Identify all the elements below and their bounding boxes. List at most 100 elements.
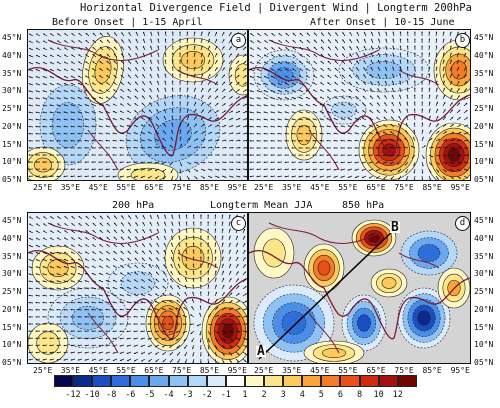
colorbar-tick-label: 6 bbox=[337, 390, 344, 400]
lon-tick-label: 55°E bbox=[116, 366, 136, 375]
lon-tick-label: 75°E bbox=[172, 183, 192, 192]
lat-tick-label: 20°N bbox=[474, 121, 494, 131]
lon-tick-label: 65°E bbox=[366, 366, 386, 375]
lat-tick-label: 35°N bbox=[2, 251, 22, 261]
divergence-contour bbox=[417, 310, 431, 326]
lat-tick-label: 10°N bbox=[474, 157, 494, 167]
lon-tick-label: 25°E bbox=[254, 183, 274, 192]
colorbar-swatch bbox=[130, 375, 150, 387]
colorbar-tick-label: -5 bbox=[144, 390, 155, 400]
lon-tick-label: 25°E bbox=[33, 183, 53, 192]
divergence-field-map bbox=[249, 30, 470, 180]
divergence-contour bbox=[130, 167, 166, 180]
lon-tick-label: 95°E bbox=[450, 183, 470, 192]
lat-tick-label: 25°N bbox=[2, 287, 22, 296]
coastline bbox=[28, 67, 247, 157]
lon-tick-label: 35°E bbox=[60, 183, 81, 192]
lat-tick-label: 05°N bbox=[474, 358, 494, 367]
map-panel-c bbox=[27, 212, 248, 364]
lon-tick-label: 55°E bbox=[338, 366, 358, 375]
colorbar-tick-label: 8 bbox=[357, 390, 363, 400]
lat-tick-label: 25°N bbox=[474, 104, 494, 113]
lat-tick-label: 10°N bbox=[2, 340, 22, 350]
colorbar-swatch bbox=[149, 375, 169, 387]
colorbar-tick-label: 2 bbox=[261, 390, 267, 400]
colorbar-tick-label: -3 bbox=[182, 390, 193, 400]
map-panel-a bbox=[27, 29, 248, 181]
divergence-contour bbox=[51, 102, 85, 148]
divergence-contour bbox=[417, 244, 441, 262]
divergence-contour bbox=[321, 347, 347, 359]
divergence-contour bbox=[281, 311, 307, 335]
colorbar-tick-label: 10 bbox=[373, 390, 384, 400]
transect-line bbox=[258, 224, 400, 360]
colorbar-swatch bbox=[244, 375, 265, 387]
lat-tick-label: 25°N bbox=[2, 104, 22, 113]
panel-label-d: d bbox=[455, 216, 470, 231]
panel-label-c: c bbox=[231, 216, 246, 231]
lat-tick-label: 45°N bbox=[2, 33, 22, 42]
coastline bbox=[249, 250, 470, 340]
colorbar-swatch bbox=[302, 375, 322, 387]
colorbar-swatch bbox=[111, 375, 131, 387]
lat-tick-label: 30°N bbox=[2, 86, 22, 96]
colorbar-tick-label: -6 bbox=[125, 390, 136, 400]
lat-tick-label: 30°N bbox=[474, 269, 494, 279]
coastline bbox=[28, 250, 247, 340]
lon-tick-label: 95°E bbox=[450, 366, 470, 375]
subtitle-before-onset: Before Onset | 1-15 April bbox=[52, 17, 203, 28]
lon-tick-label: 75°E bbox=[394, 366, 414, 375]
lat-tick-label: 45°N bbox=[474, 216, 494, 225]
lat-tick-label: 15°N bbox=[2, 139, 22, 149]
colorbar-swatch bbox=[73, 375, 93, 387]
lat-tick-label: 20°N bbox=[2, 121, 22, 131]
colorbar-tick-label: -8 bbox=[106, 390, 117, 400]
subtitle-longterm-mean: Longterm Mean JJA bbox=[210, 200, 313, 211]
subtitle-850hpa: 850 hPa bbox=[342, 200, 385, 211]
lat-tick-label: 10°N bbox=[474, 340, 494, 350]
lon-tick-label: 65°E bbox=[144, 183, 164, 192]
lon-tick-label: 55°E bbox=[116, 183, 136, 192]
coastline bbox=[268, 39, 440, 171]
lat-tick-label: 45°N bbox=[474, 33, 494, 42]
lon-tick-label: 65°E bbox=[366, 183, 386, 192]
panel-label-b: b bbox=[455, 33, 470, 48]
divergent-wind-vectors bbox=[249, 31, 469, 180]
lon-tick-label: 55°E bbox=[338, 183, 358, 192]
colorbar-tick-label: -2 bbox=[201, 390, 212, 400]
colorbar-swatch bbox=[397, 375, 417, 387]
lon-tick-label: 95°E bbox=[227, 183, 247, 192]
lon-tick-label: 35°E bbox=[282, 183, 302, 192]
lon-tick-label: 25°E bbox=[254, 366, 274, 375]
divergence-field-map bbox=[249, 213, 470, 363]
colorbar bbox=[54, 375, 417, 387]
divergence-field-map bbox=[28, 213, 247, 363]
colorbar-tick-label: -1 bbox=[220, 390, 231, 400]
lon-tick-label: 85°E bbox=[422, 183, 442, 192]
map-panel-d bbox=[248, 212, 471, 364]
colorbar-swatch bbox=[283, 375, 303, 387]
colorbar-swatch bbox=[54, 375, 74, 387]
colorbar-swatch bbox=[321, 375, 341, 387]
divergence-contour bbox=[262, 238, 286, 268]
panel-label-a: a bbox=[231, 33, 246, 48]
lat-tick-label: 05°N bbox=[2, 175, 22, 184]
map-panel-b bbox=[248, 29, 471, 181]
colorbar-tick-label: 1 bbox=[242, 390, 248, 400]
lon-tick-label: 45°E bbox=[88, 366, 108, 375]
lat-tick-label: 15°N bbox=[2, 322, 22, 332]
coastline bbox=[249, 67, 470, 157]
lat-tick-label: 35°N bbox=[474, 251, 494, 261]
colorbar-tick-label: 5 bbox=[318, 390, 324, 400]
subtitle-200hpa: 200 hPa bbox=[112, 200, 155, 211]
colorbar-tick-label: 4 bbox=[299, 390, 305, 400]
lat-tick-label: 20°N bbox=[474, 304, 494, 314]
colorbar-tick-label: -10 bbox=[84, 390, 100, 400]
colorbar-swatch bbox=[264, 375, 284, 387]
lat-tick-label: 40°N bbox=[474, 50, 494, 60]
divergence-contour bbox=[381, 277, 397, 289]
divergence-contour bbox=[357, 314, 371, 332]
subtitle-after-onset: After Onset | 10-15 June bbox=[310, 17, 455, 28]
colorbar-swatch bbox=[168, 375, 188, 387]
divergence-contour bbox=[274, 67, 294, 83]
